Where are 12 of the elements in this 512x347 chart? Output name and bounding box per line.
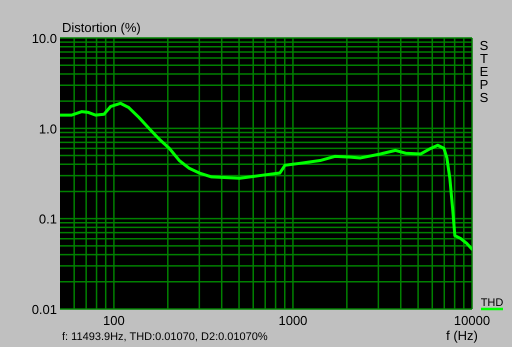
x-tick-label: 10000 — [454, 313, 490, 328]
x-tick-label: 1000 — [278, 313, 308, 328]
x-axis-title: f (Hz) — [446, 328, 478, 343]
y-tick-label: 10.0 — [32, 31, 57, 46]
x-tick-label: 100 — [103, 313, 125, 328]
text: f: 11493.9Hz, THD:0.01070, D2:0.01070% — [62, 331, 268, 343]
y-tick-label: 1.0 — [38, 121, 57, 136]
text: THD — [480, 297, 504, 309]
text: STEPS — [480, 38, 489, 105]
y-axis-title: Distortion (%) — [62, 20, 141, 35]
y-tick-label: 0.01 — [32, 302, 57, 317]
y-tick-label: 0.1 — [38, 212, 57, 227]
